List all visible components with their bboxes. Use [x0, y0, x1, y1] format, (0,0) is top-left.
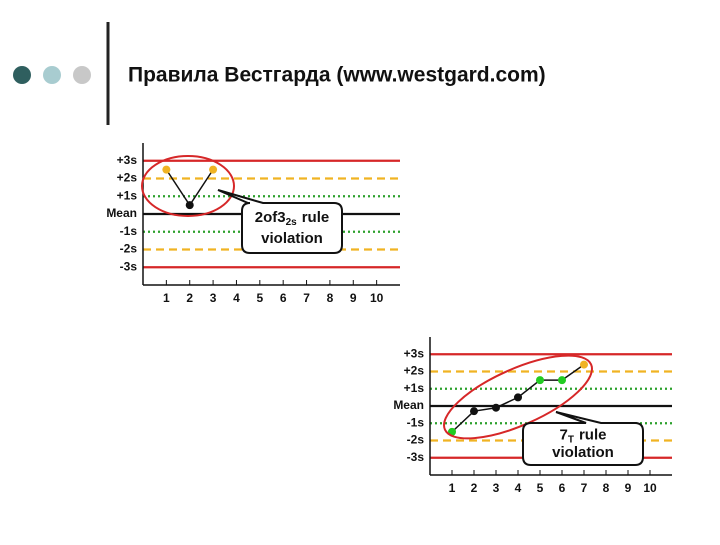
- annotation-sub: 2s: [286, 217, 298, 228]
- data-point: [185, 201, 194, 210]
- y-tick-label: -3s: [407, 450, 425, 464]
- callout-box: [217, 189, 343, 254]
- highlight-ellipse: [141, 155, 235, 217]
- x-tick-label: 3: [493, 481, 500, 495]
- x-tick-label: 8: [603, 481, 610, 495]
- x-tick-label: 10: [370, 291, 384, 305]
- x-tick-label: 2: [471, 481, 478, 495]
- y-tick-label: +1s: [404, 381, 425, 395]
- decor-dot: [43, 66, 61, 84]
- data-point: [162, 165, 171, 174]
- series-line: [165, 169, 214, 207]
- annotation-main: 7: [560, 427, 568, 444]
- y-tick-label: -2s: [407, 433, 425, 447]
- x-tick-label: 9: [625, 481, 632, 495]
- data-point: [580, 360, 588, 369]
- data-point: [536, 376, 544, 385]
- annotation-line2: violation: [552, 444, 614, 461]
- x-tick-label: 2: [186, 291, 193, 305]
- annotation-line2: violation: [261, 230, 323, 247]
- x-tick-label: 5: [537, 481, 544, 495]
- y-tick-label: Mean: [393, 398, 424, 412]
- y-tick-label: Mean: [106, 206, 137, 220]
- data-point: [492, 403, 500, 412]
- x-tick-label: 7: [303, 291, 310, 305]
- y-tick-label: +1s: [117, 188, 138, 202]
- y-tick-label: +2s: [404, 364, 425, 378]
- x-tick-label: 4: [233, 291, 240, 305]
- x-tick-label: 8: [327, 291, 334, 305]
- y-tick-label: -3s: [120, 259, 138, 273]
- y-tick-label: -2s: [120, 242, 138, 256]
- annotation-rest: rule: [302, 209, 330, 226]
- x-tick-label: 5: [256, 291, 263, 305]
- data-point: [514, 393, 522, 402]
- y-tick-label: +3s: [117, 153, 138, 167]
- callout-box: [522, 411, 644, 466]
- data-point: [470, 407, 478, 416]
- x-tick-label: 3: [210, 291, 217, 305]
- y-tick-label: +3s: [404, 346, 425, 360]
- annotation-sub: T: [568, 434, 574, 445]
- y-tick-label: -1s: [120, 224, 138, 238]
- x-tick-label: 6: [559, 481, 566, 495]
- decor-dot: [13, 66, 31, 84]
- x-tick-label: 1: [163, 291, 170, 305]
- annotation: 7T rule: [560, 427, 607, 446]
- x-tick-label: 1: [449, 481, 456, 495]
- annotation: 2of32s rule: [255, 209, 329, 228]
- decor-dot: [73, 66, 91, 84]
- y-tick-label: +2s: [117, 171, 138, 185]
- y-tick-label: -1s: [407, 415, 425, 429]
- x-tick-label: 4: [515, 481, 522, 495]
- x-tick-label: 10: [643, 481, 657, 495]
- annotation-main: 2of3: [255, 209, 286, 226]
- data-point: [209, 165, 218, 174]
- data-point: [558, 376, 566, 385]
- x-tick-label: 9: [350, 291, 357, 305]
- x-tick-label: 7: [581, 481, 588, 495]
- x-tick-label: 6: [280, 291, 287, 305]
- slide-title: Правила Вестгарда (www.westgard.com): [128, 64, 546, 87]
- charts: +3s +2s +1s Mean -1s -2s -3s 1 2 3 4 5 6 7 8 9 10 2of32s r…: [106, 143, 672, 495]
- annotation-rest: rule: [579, 427, 607, 444]
